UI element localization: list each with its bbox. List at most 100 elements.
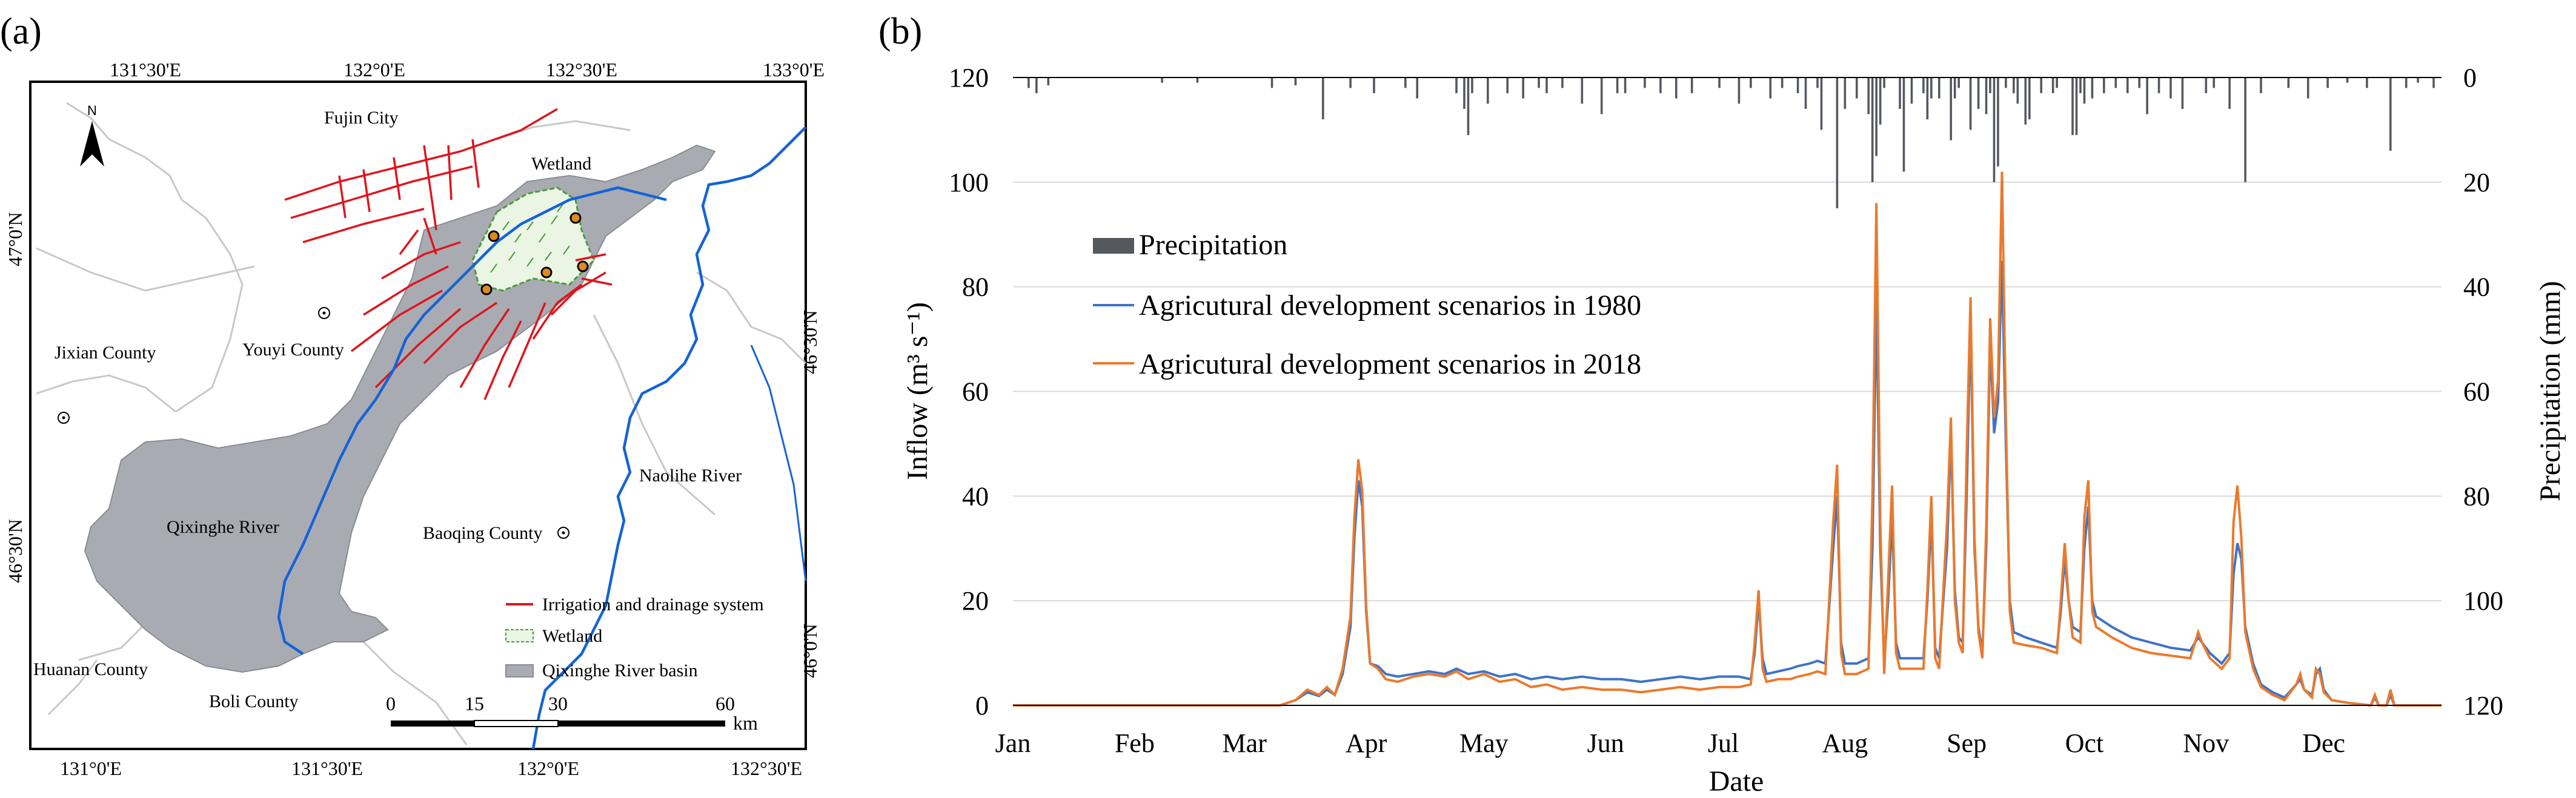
precip-bar — [1750, 77, 1752, 88]
jixian-label: Jixian County — [55, 343, 156, 363]
wetland-area — [471, 186, 595, 292]
y-tick-right: 0 — [2463, 63, 2477, 93]
x-tick-dec: Dec — [2302, 728, 2345, 758]
precip-bar — [1930, 77, 1933, 99]
x-tick-oct: Oct — [2065, 728, 2104, 758]
fujin-label: Fujin City — [324, 108, 399, 128]
naolihe-tributary — [750, 345, 807, 582]
y-axis-label-right: Precipitation (mm) — [2534, 281, 2566, 501]
precip-bar — [2114, 77, 2117, 88]
precip-bar — [2346, 77, 2349, 83]
precip-bar — [1373, 77, 1375, 93]
precip-bar — [2056, 77, 2058, 88]
precip-bar — [2103, 77, 2105, 93]
precipitation-bars — [1027, 77, 2435, 209]
top-tick-4: 133°0'E — [763, 59, 824, 81]
main-river-line — [277, 186, 667, 655]
precip-bar — [1675, 77, 1678, 99]
x-tick-nov: Nov — [2183, 728, 2229, 758]
y-tick-left: 40 — [962, 481, 989, 511]
precip-bar — [1769, 77, 1772, 99]
precip-bar — [2083, 77, 2086, 104]
x-month-ticks: Jan Feb Mar Apr May Jun Jul Aug Sep Oct Nov Dec — [995, 728, 2345, 758]
right-tick-1: 46°30'N — [799, 310, 821, 374]
precip-bar — [2075, 77, 2078, 136]
precip-bar — [1993, 77, 1996, 182]
precip-bar — [1455, 77, 1458, 93]
wetland-label: Wetland — [531, 154, 591, 174]
precip-bar — [1977, 77, 1980, 109]
precip-bar — [2146, 77, 2148, 114]
precip-bar — [1997, 77, 1999, 167]
legend-1980-label: Agricutural development scenarios in 198… — [1139, 289, 1641, 322]
precip-bar — [1938, 77, 1940, 99]
y-axis-label-left: Inflow (m³ s⁻¹) — [901, 302, 934, 480]
site-2 — [480, 283, 493, 295]
legend-irrigation-label: Irrigation and drainage system — [542, 595, 764, 615]
county-symbols — [58, 307, 569, 539]
boli-label: Boli County — [209, 691, 299, 711]
right-tick-2: 46°0'N — [799, 624, 821, 678]
map-top-ticks: 131°30'E 132°0'E 132°30'E 133°0'E — [110, 59, 824, 81]
bottom-tick-1: 131°0'E — [60, 757, 122, 779]
top-tick-1: 131°30'E — [110, 59, 181, 81]
precip-bar — [1871, 77, 1874, 182]
wetland-marks — [490, 203, 570, 273]
precip-bar — [1816, 77, 1819, 88]
precip-bar — [1899, 77, 1901, 109]
precip-bar — [1463, 77, 1466, 109]
site-1 — [488, 230, 500, 242]
site-3 — [540, 266, 553, 279]
precip-bar — [1781, 77, 1784, 88]
scale-label-60: 60 — [715, 693, 735, 714]
precip-bar — [1796, 77, 1799, 93]
precip-bar — [1690, 77, 1693, 93]
precip-bar — [1027, 77, 1030, 88]
legend-2018-label: Agricutural development scenarios in 201… — [1139, 348, 1641, 380]
x-tick-jan: Jan — [995, 728, 1031, 758]
x-tick-jun: Jun — [1587, 728, 1624, 758]
precip-bar — [2306, 77, 2309, 99]
baoqing-symbol — [557, 527, 569, 539]
precip-bar — [2432, 77, 2435, 88]
left-y-ticks: 0 20 40 60 80 100 120 — [949, 63, 989, 721]
precip-bar — [2260, 77, 2262, 93]
x-tick-aug: Aug — [1822, 728, 1868, 758]
top-tick-2: 132°0'E — [344, 59, 405, 81]
series-2018-line — [1013, 171, 2442, 707]
sample-sites — [480, 212, 589, 295]
precip-bar — [1035, 77, 1038, 93]
precip-bar — [1875, 77, 1877, 156]
y-tick-right: 120 — [2463, 691, 2503, 721]
precip-bar — [2028, 77, 2031, 120]
precip-bar — [2405, 77, 2408, 88]
precip-bar — [2126, 77, 2129, 93]
precip-bar — [1561, 77, 1564, 88]
x-tick-sep: Sep — [1947, 728, 1987, 758]
precip-bar — [1910, 77, 1913, 104]
x-tick-feb: Feb — [1115, 728, 1155, 758]
y-tick-left: 60 — [962, 377, 989, 407]
x-axis-label: Date — [1709, 765, 1764, 797]
bottom-tick-2: 131°30'E — [291, 757, 363, 779]
chart-gridlines — [1013, 181, 2442, 602]
precip-bar — [1321, 77, 1324, 120]
precip-bar — [1270, 77, 1273, 88]
precip-bar — [2287, 77, 2290, 88]
legend-precip-label: Precipitation — [1139, 229, 1287, 261]
naolihe-label: Naolihe River — [639, 466, 742, 486]
panel-b-label: (b) — [878, 11, 922, 52]
place-labels: Fujin City Wetland Youyi County Jixian C… — [33, 108, 742, 711]
precip-bar — [1950, 77, 1953, 140]
precip-bar — [2024, 77, 2027, 125]
bottom-tick-4: 132°30'E — [731, 757, 802, 779]
precip-bar — [1624, 77, 1627, 93]
precip-bar — [2016, 77, 2019, 104]
precip-bar — [1738, 77, 1741, 104]
precip-bar — [1467, 77, 1470, 136]
precip-bar — [2169, 77, 2172, 99]
site-4 — [577, 260, 589, 272]
precip-bar — [1522, 77, 1524, 99]
precip-bar — [2071, 77, 2074, 136]
series-1980-line — [1013, 260, 2442, 707]
